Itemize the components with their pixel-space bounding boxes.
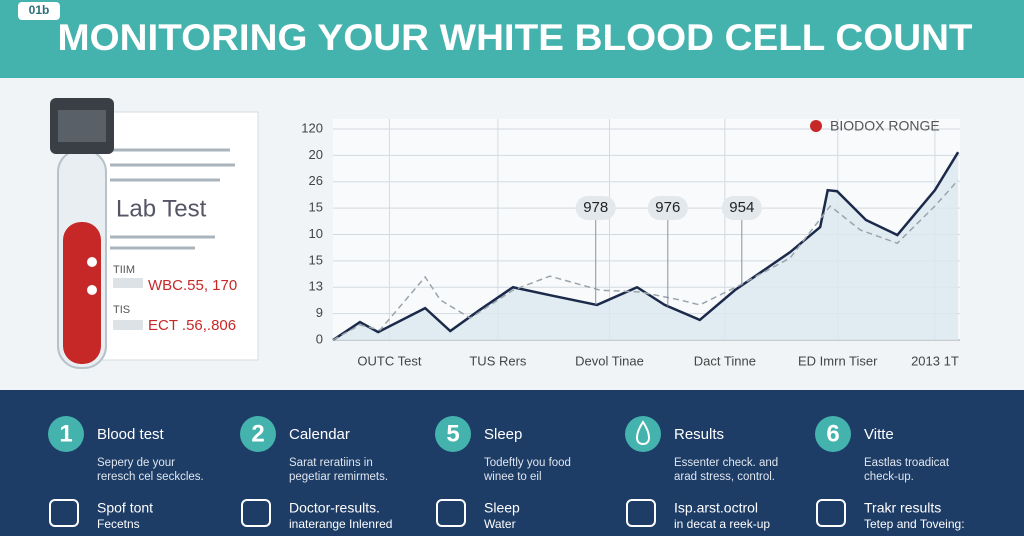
step-sub: Isp.arst.octrol — [674, 500, 758, 516]
step-title: Blood test — [97, 426, 165, 443]
step-desc: Sepery de your — [97, 457, 175, 469]
y-tick-label: 15 — [309, 200, 323, 215]
x-tick-label: Dact Tinne — [694, 353, 756, 368]
step-desc: Eastlas troadicat — [864, 457, 950, 469]
header-bar — [0, 0, 1024, 78]
y-tick-label: 20 — [309, 147, 323, 162]
line — [332, 151, 960, 342]
step-number: 6 — [826, 420, 839, 447]
lab-row-value: WBC.55, 170 — [148, 277, 237, 294]
step-icon — [49, 499, 79, 527]
y-tick-label: 26 — [309, 173, 323, 188]
lab-row-label: TIS — [113, 304, 130, 316]
step-sub: Doctor-results. — [289, 500, 380, 516]
x-tick-label: OUTC Test — [357, 353, 421, 368]
step-title: Sleep — [484, 426, 522, 443]
step-number: 2 — [251, 420, 264, 447]
step-desc: pegetiar remirmets. — [289, 471, 388, 483]
step-sub: in decat a reek-up — [674, 517, 770, 531]
droplet-icon — [636, 420, 650, 446]
lab-title: Lab Test — [116, 195, 207, 222]
step-number: 1 — [59, 420, 72, 447]
step-desc: arad stress, control. — [674, 471, 775, 483]
y-tick-label: 13 — [309, 279, 323, 294]
step-circle — [435, 416, 471, 452]
y-tick-label: 10 — [309, 226, 323, 241]
annotation: 976 — [655, 199, 680, 216]
step-title: Vitte — [864, 426, 894, 443]
x-tick-label: ED Imrn Tiser — [798, 353, 878, 368]
annotation-bubble — [647, 196, 688, 220]
step-sub: Fecetns — [97, 517, 140, 531]
annotation-bubble — [721, 196, 762, 220]
legend-swatch — [810, 120, 822, 132]
lab-row-value: ECT .56,.806 — [148, 317, 236, 334]
y-tick-label: 9 — [316, 305, 323, 320]
step-icon — [626, 499, 656, 527]
x-tick-label: TUS Rers — [469, 353, 527, 368]
step-title: Calendar — [289, 426, 350, 443]
line — [332, 179, 959, 341]
step-icon — [816, 499, 846, 527]
step-icon — [436, 499, 466, 527]
badge — [18, 2, 60, 20]
step-sub: Spof tont — [97, 500, 153, 516]
step-icon — [241, 499, 271, 527]
step-number: 5 — [446, 420, 459, 447]
annotation: 978 — [583, 199, 608, 216]
step-circle — [625, 416, 661, 452]
step-sub: Sleep — [484, 500, 520, 516]
step-title: Results — [674, 426, 724, 443]
annotation: 954 — [729, 199, 754, 216]
step-sub: Water — [484, 517, 516, 531]
annotation-bubble — [575, 196, 616, 220]
lab-row-label: TIIM — [113, 264, 135, 276]
x-tick-label: Devol Tinae — [575, 353, 644, 368]
step-desc: winee to eil — [483, 471, 542, 483]
step-desc: Essenter check. and — [674, 457, 778, 469]
step-circle — [48, 416, 84, 452]
step-desc: check-up. — [864, 471, 914, 483]
page-title: MONITORING YOUR WHITE BLOOD CELL COUNT — [58, 17, 973, 58]
step-desc: reresch cel seckcles. — [97, 471, 204, 483]
step-desc: Sarat reratiins in — [289, 457, 373, 469]
y-tick-label: 0 — [316, 331, 323, 346]
y-tick-label: 120 — [301, 120, 323, 135]
lab-illustration: Lab Test TIIM WBC.55, 170 TIS ECT .56,.8… — [50, 98, 259, 369]
step-desc: Todeftly you food — [484, 457, 571, 469]
step-sub: inaterange Inlenred — [289, 517, 392, 531]
y-tick-label: 15 — [309, 252, 323, 267]
area — [333, 152, 959, 340]
step-sub: Trakr results — [864, 500, 941, 516]
x-tick-label: 2013 1T — [911, 353, 959, 368]
badge-text: 01b — [29, 3, 50, 17]
step-circle — [815, 416, 851, 452]
legend-label: BIODOX RONGE — [830, 118, 940, 134]
step-circle — [240, 416, 276, 452]
steps-band — [0, 390, 1024, 536]
step-sub: Tetep and Toveing: — [864, 517, 965, 531]
